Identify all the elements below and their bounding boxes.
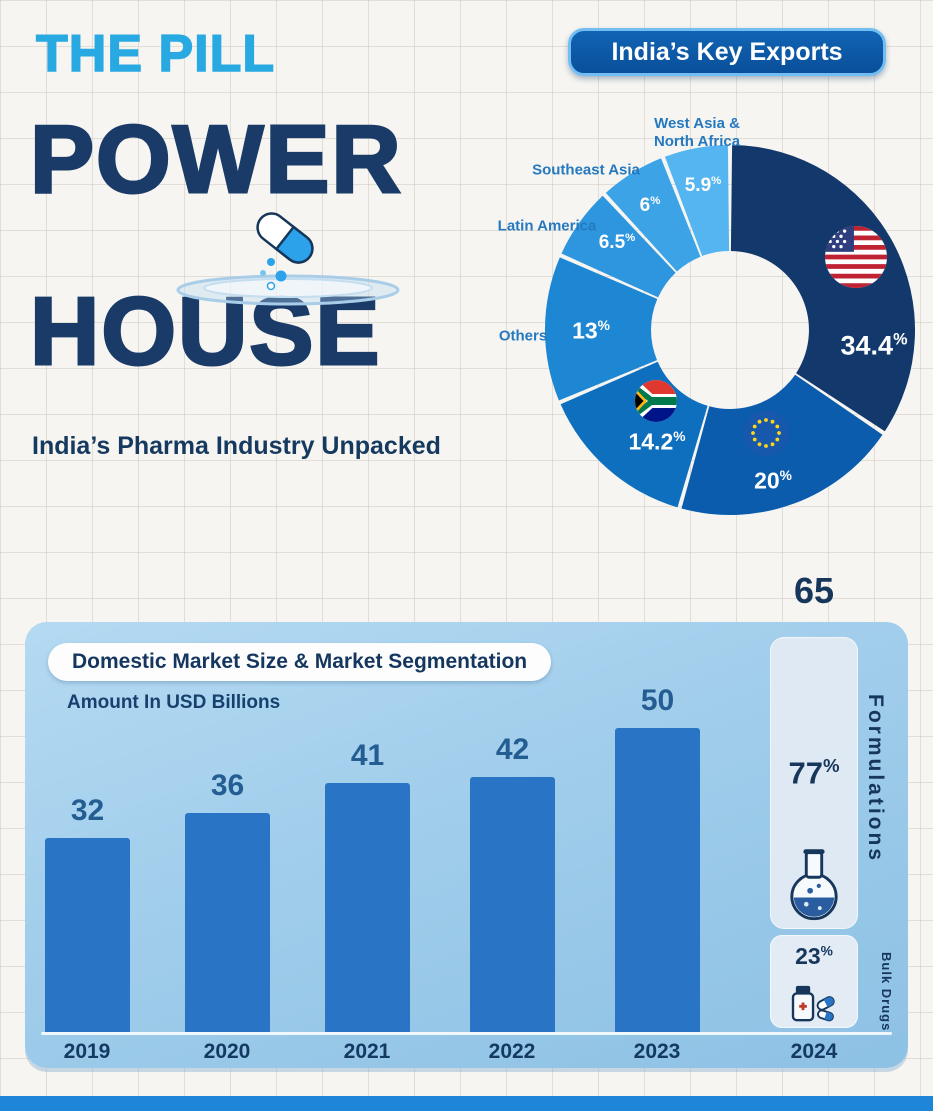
bar-value-2024: 65 (793, 570, 835, 611)
market-size-panel: Domestic Market Size & Market Segmentati… (25, 570, 908, 1068)
formulations-percent: 77% (788, 755, 840, 791)
bar-year-label: 2020 (203, 1040, 251, 1063)
bar-value-label: 41 (350, 739, 385, 772)
bar-2023 (615, 728, 700, 1032)
flask-icon (790, 849, 838, 921)
donut-value-south-africa: 14.2% (628, 428, 686, 455)
exports-donut-chart: West Asia & North Africa Southeast Asia … (498, 115, 933, 527)
bottom-section-strip (0, 1096, 933, 1111)
formulations-segment-box: 77% (770, 637, 858, 929)
bar-chart-subtitle: Amount In USD Billions (67, 692, 281, 713)
donut-segment-us-flag (730, 145, 916, 432)
donut-segment-West Asia & North Africa (664, 145, 730, 256)
kicker-title: THE PILL (35, 24, 276, 84)
bar-2019 (45, 838, 130, 1032)
donut-segment-Latin America (561, 195, 676, 298)
donut-value-others: 13% (572, 317, 610, 344)
bar-year-label: 2024 (790, 1040, 838, 1063)
bulk-drugs-percent: 23% (795, 943, 833, 969)
bar-value-label: 32 (70, 794, 105, 827)
donut-category-southeast-asia: Southeast Asia (532, 161, 640, 179)
bar-year-label: 2022 (488, 1040, 536, 1063)
donut-segment-Others (544, 257, 658, 401)
donut-category-others: Others (498, 327, 548, 345)
donut-category-latin-america: Latin America (497, 217, 597, 235)
donut-value-latin-america: 6.5% (598, 231, 636, 254)
bar-value-label: 42 (495, 733, 530, 766)
bar-value-label: 50 (640, 684, 675, 717)
donut-value-us: 34.4% (840, 330, 908, 361)
us-flag-icon (825, 226, 887, 288)
south-africa-flag-icon (635, 380, 677, 422)
bar-value-label: 36 (210, 769, 245, 802)
exports-badge: India’s Key Exports (568, 28, 886, 76)
pills-icon (791, 985, 835, 1022)
pill-capsule-icon (176, 212, 400, 306)
page-subtitle: India’s Pharma Industry Unpacked (32, 432, 441, 460)
donut-category-west-asia-north-africa: West Asia & North Africa (653, 115, 741, 150)
formulations-label: Formulations (864, 694, 887, 864)
donut-segment-Southeast Asia (605, 158, 701, 272)
main-title-line1: POWER (29, 106, 403, 213)
bar-year-label: 2019 (63, 1040, 111, 1063)
bar-2020 (185, 813, 270, 1032)
donut-value-west-asia: 5.9% (684, 174, 722, 197)
bulk-drugs-label: Bulk Drugs (878, 952, 894, 1032)
bulk-drugs-segment-box: 23% (770, 935, 858, 1028)
bar-2021 (325, 783, 410, 1032)
bar-2022 (470, 777, 555, 1032)
bar-chart-title: Domestic Market Size & Market Segmentati… (48, 643, 552, 681)
donut-value-southeast-asia: 6% (639, 194, 661, 217)
bar-chart-baseline (41, 1032, 892, 1035)
donut-value-eu: 20% (754, 467, 792, 494)
bars-area: 65 77% 23% (25, 570, 908, 1068)
bar-year-label: 2023 (633, 1040, 681, 1063)
bar-year-label: 2021 (343, 1040, 391, 1063)
eu-flag-icon (743, 410, 789, 456)
